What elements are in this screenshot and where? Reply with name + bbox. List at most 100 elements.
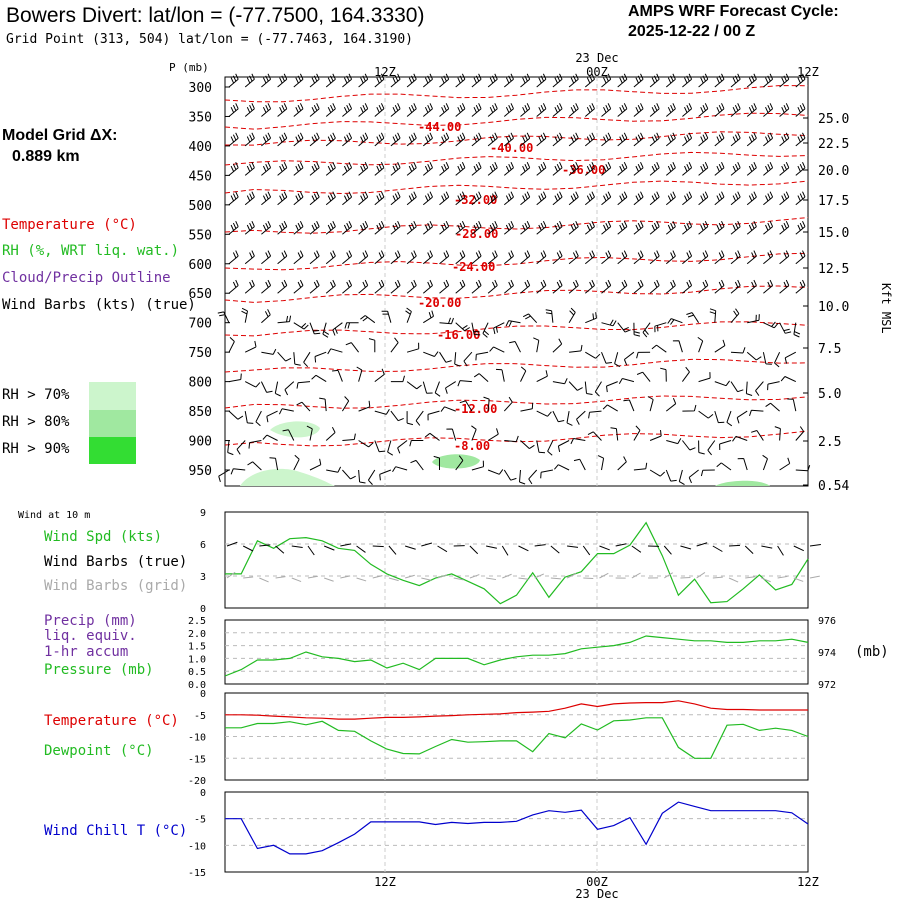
wind-barb: [475, 351, 489, 361]
wind-barb: [714, 220, 725, 235]
wind-barb: [455, 220, 466, 235]
wind-barb: [422, 191, 433, 206]
wind-barb: [746, 191, 757, 206]
surface-wind-barb: [777, 545, 784, 556]
wind-barb: [422, 73, 433, 88]
wind-barb: [576, 410, 586, 425]
pressure-tick-label: 350: [189, 110, 212, 125]
wind-barb: [471, 220, 482, 235]
wind-barb: [520, 191, 531, 206]
wind-barb: [463, 351, 473, 367]
wind-barb: [568, 220, 579, 235]
wind-barb: [698, 103, 709, 117]
isotherm-label: -12.00: [454, 402, 497, 416]
wind-barb: [746, 161, 757, 176]
wind-barb: [642, 322, 651, 338]
wind-barb: [584, 132, 595, 147]
isotherm-label: -24.00: [452, 260, 495, 274]
wind-barb: [633, 279, 644, 294]
wind-barb: [614, 352, 621, 368]
wind-barb: [672, 340, 683, 353]
wind-barb: [293, 103, 304, 117]
wind-barb: [736, 410, 748, 424]
wind-barb: [296, 381, 311, 389]
wind-barb: [269, 457, 279, 471]
precip-y-tick: 2.5: [188, 616, 206, 627]
wind-barb: [293, 191, 304, 206]
wind-barb: [342, 250, 353, 265]
wind-barb: [455, 103, 466, 117]
pressure-y-tick: 976: [818, 616, 836, 627]
wind-barb: [730, 279, 741, 294]
wind-barb: [779, 250, 790, 265]
grid-wind-barb: [761, 577, 771, 583]
wind-barb: [390, 220, 401, 235]
wind-barb: [406, 411, 414, 426]
wind-barb: [327, 348, 343, 355]
pressure-tick-label: 700: [189, 317, 212, 332]
wind-barb: [487, 103, 498, 117]
wind-barb: [547, 440, 554, 456]
pressure-tick-label: 800: [189, 376, 212, 391]
legend-rh80: RH > 80%: [2, 414, 70, 430]
wind-barb: [714, 191, 725, 206]
wind-barb: [520, 402, 534, 412]
precip-accum-label: 1-hr accum: [44, 644, 129, 660]
wind-barb: [487, 250, 498, 265]
grid-wind-barb: [275, 576, 286, 579]
wind-barb: [649, 469, 666, 477]
height-axis-title: Kft MSL: [879, 283, 893, 334]
height-tick-label: 5.0: [818, 387, 841, 402]
wind-barb: [358, 440, 374, 448]
wind-barb: [261, 73, 272, 88]
wind-barb: [520, 161, 531, 176]
wind-barb: [536, 132, 547, 147]
pressure-label: Pressure (mb): [44, 662, 154, 678]
grid-wind-barb: [566, 573, 577, 579]
wind-barb: [471, 279, 482, 294]
wind-barb: [293, 132, 304, 147]
wind-barb: [633, 161, 644, 176]
wind-barb: [439, 132, 450, 147]
surface-wind-barb: [793, 545, 804, 552]
wind-panel-frame: [224, 511, 809, 609]
wind-barb: [390, 410, 404, 422]
wind-barb: [422, 250, 433, 265]
wind-barb: [277, 103, 288, 117]
wind-barb: [730, 191, 741, 206]
wind-barb: [519, 469, 526, 485]
wind-barb: [793, 322, 801, 338]
wind-barb: [601, 161, 612, 176]
wind-barb: [617, 161, 628, 176]
rh70-area: [270, 421, 320, 438]
wind-barb: [601, 191, 612, 206]
wind-barb: [509, 341, 521, 353]
wind-barb: [568, 381, 583, 391]
wind-barb: [566, 411, 573, 426]
wind-barb: [779, 103, 790, 117]
wind-barb: [390, 191, 401, 206]
height-tick-label: 12.5: [818, 262, 849, 277]
pressure-y-tick: 972: [818, 680, 836, 691]
wind-barb: [617, 250, 628, 265]
height-tick-label: 7.5: [818, 342, 841, 357]
wind-barb: [617, 279, 628, 294]
wind-barb: [471, 425, 477, 441]
isotherm-line: [224, 151, 809, 166]
page-title: Bowers Divert: lat/lon = (-77.7500, 164.…: [6, 4, 425, 27]
pressure-tick-label: 850: [189, 405, 212, 420]
grid-wind-barb: [372, 575, 383, 579]
wind-barb: [390, 375, 405, 383]
wind-barb: [633, 250, 644, 265]
model-grid-label: Model Grid ΔX:: [2, 127, 118, 144]
wind-barb: [487, 161, 498, 176]
height-tick-label: 15.0: [818, 226, 849, 241]
wind-barb: [540, 469, 553, 479]
wind-barb: [218, 469, 230, 483]
wind-barb: [358, 220, 369, 235]
wind-barb: [455, 250, 466, 265]
isotherm-line: [224, 180, 809, 195]
dewpoint-line: [225, 717, 809, 759]
grid-wind-barb: [631, 572, 641, 579]
wind-barb: [552, 338, 563, 353]
